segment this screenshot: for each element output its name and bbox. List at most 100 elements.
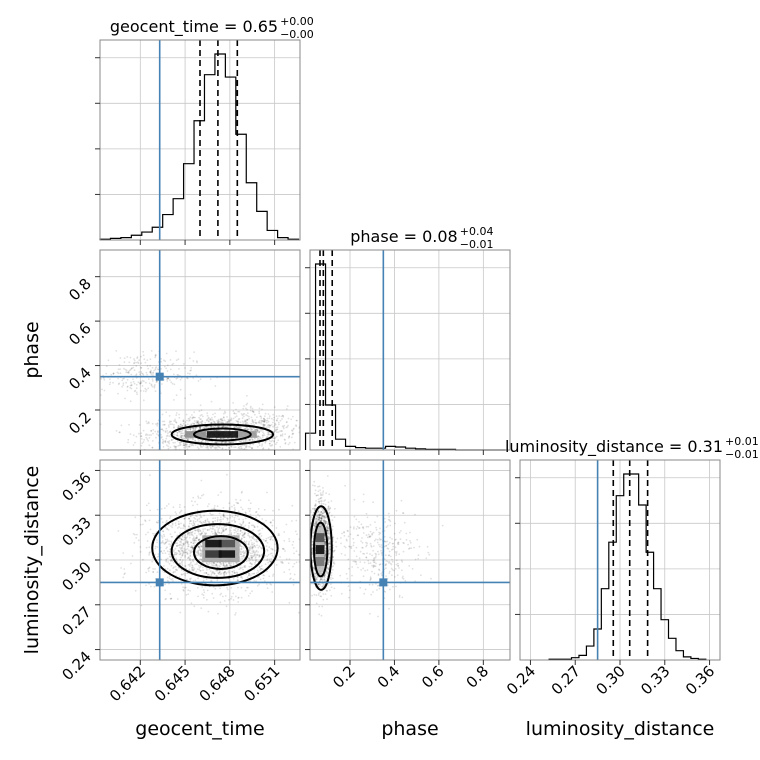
sample-point	[105, 372, 108, 375]
sample-point	[315, 520, 318, 523]
sample-point	[182, 542, 185, 545]
sample-point	[260, 417, 263, 420]
sample-point	[163, 507, 166, 510]
sample-point	[291, 436, 293, 439]
sample-point	[177, 544, 180, 547]
sample-point	[328, 560, 331, 562]
sample-point	[200, 521, 203, 524]
sample-point	[197, 546, 200, 548]
sample-point	[233, 572, 236, 574]
sample-point	[205, 578, 208, 581]
sample-point	[318, 514, 321, 517]
sample-point	[242, 533, 245, 536]
sample-point	[191, 545, 193, 547]
sample-point	[182, 542, 185, 545]
sample-point	[222, 513, 225, 516]
sample-point	[207, 563, 210, 566]
sample-point	[248, 522, 251, 524]
sample-point	[154, 354, 157, 357]
sample-point	[191, 564, 194, 567]
sample-point	[149, 370, 152, 373]
sample-point	[268, 560, 271, 563]
sample-point	[198, 533, 201, 535]
sample-point	[201, 420, 204, 422]
sample-point	[246, 414, 249, 417]
sample-point	[194, 428, 197, 430]
sample-point	[127, 370, 130, 373]
sample-point	[288, 435, 291, 438]
sample-point	[182, 419, 185, 421]
sample-point	[147, 502, 150, 505]
sample-point	[237, 418, 240, 421]
sample-point	[101, 388, 103, 391]
sample-point	[161, 413, 164, 416]
sample-point	[240, 545, 243, 548]
sample-point	[221, 417, 223, 420]
sample-point	[190, 532, 193, 534]
sample-point	[257, 560, 259, 563]
sample-point	[290, 418, 293, 421]
sample-point	[203, 596, 205, 599]
sample-point	[121, 379, 124, 382]
sample-point	[144, 520, 147, 523]
sample-point	[186, 547, 189, 550]
sample-point	[187, 437, 190, 440]
sample-point	[237, 410, 240, 413]
sample-point	[168, 415, 171, 417]
sample-point	[167, 529, 170, 531]
sample-point	[183, 524, 185, 527]
sample-point	[222, 515, 225, 518]
sample-point	[257, 529, 260, 532]
sample-point	[149, 528, 152, 531]
sample-point	[152, 568, 155, 570]
sample-point	[215, 563, 218, 566]
sample-point	[208, 445, 211, 447]
sample-point	[270, 537, 272, 540]
sample-point	[281, 560, 284, 563]
sample-point	[214, 455, 216, 457]
sample-point	[215, 570, 218, 572]
sample-point	[191, 546, 193, 549]
sample-point	[196, 563, 198, 565]
sample-point	[241, 420, 244, 423]
sample-point	[148, 567, 150, 569]
sample-point	[266, 570, 268, 573]
sample-point	[180, 509, 183, 512]
sample-point	[166, 557, 169, 560]
density-cell-0	[235, 431, 257, 438]
sample-point	[183, 442, 185, 445]
sample-point	[139, 382, 141, 385]
sample-point	[331, 447, 333, 449]
sample-point	[267, 433, 270, 436]
sample-point	[234, 613, 237, 616]
sample-point	[206, 518, 209, 521]
sample-point	[270, 424, 273, 426]
sample-point	[59, 359, 61, 361]
sample-point	[319, 516, 321, 519]
sample-point	[244, 564, 247, 567]
sample-point	[270, 521, 272, 523]
sample-point	[330, 578, 332, 580]
sample-point	[251, 546, 254, 549]
sample-point	[197, 438, 200, 441]
panel-title-sup-luminosity_distance: +0.01	[725, 435, 759, 448]
sample-point	[175, 446, 177, 448]
sample-point	[189, 589, 192, 592]
sample-point	[308, 532, 310, 534]
sample-point	[170, 564, 173, 567]
sample-point	[146, 540, 149, 542]
sample-point	[316, 578, 319, 581]
sample-point	[171, 523, 174, 526]
sample-point	[148, 382, 151, 385]
sample-point	[234, 520, 237, 523]
sample-point	[230, 564, 233, 567]
sample-point	[325, 527, 328, 529]
sample-point	[315, 521, 317, 524]
sample-point	[179, 430, 182, 432]
sample-point	[228, 502, 231, 505]
sample-point	[139, 373, 142, 376]
sample-point	[234, 429, 237, 432]
sample-point	[165, 367, 168, 370]
sample-point	[179, 548, 182, 550]
sample-point	[288, 435, 291, 438]
